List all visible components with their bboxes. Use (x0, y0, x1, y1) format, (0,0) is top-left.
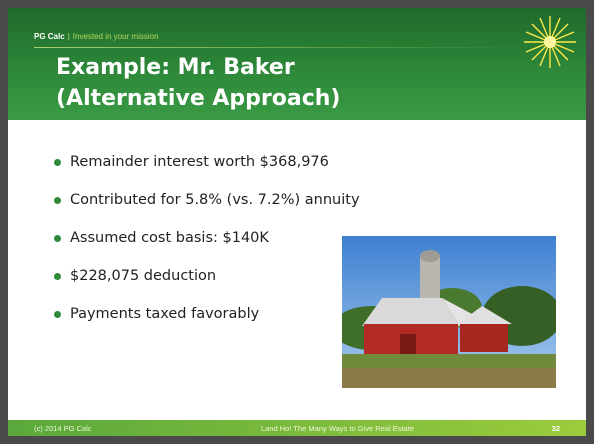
bullet: Assumed cost basis: $140K (54, 222, 360, 260)
title-line: Example: Mr. Baker (56, 55, 295, 80)
footer-center: Land Ho! The Many Ways to Give Real Esta… (261, 424, 414, 433)
page-number: 32 (551, 424, 560, 433)
footer-left: (c) 2014 PG Calc (34, 424, 92, 433)
bullet: Contributed for 5.8% (vs. 7.2%) annuity (54, 184, 360, 222)
starburst (524, 16, 576, 68)
bullet-list: Remainder interest worth $368,976 Contri… (54, 146, 360, 336)
bullet: Payments taxed favorably (54, 298, 360, 336)
header: PG Calc | Invested in your mission Example… (8, 8, 586, 120)
bullet: $228,075 deduction (54, 260, 360, 298)
barn-photo (342, 236, 556, 388)
footer: (c) 2014 PG Calc Land Ho! The Many Ways … (8, 420, 586, 436)
separator: | (67, 32, 70, 41)
tagline: Invested in your mission (72, 32, 159, 41)
title-line: (Alternative Approach) (56, 86, 341, 111)
slide: PG Calc | Invested in your mission Example… (8, 8, 586, 436)
brand: PG Calc | Invested in your mission (34, 32, 159, 41)
header-rule (34, 47, 524, 48)
bullet: Remainder interest worth $368,976 (54, 146, 360, 184)
brand-name: PG Calc (34, 32, 65, 41)
title: Example: Mr. Baker (Alternative Approach… (56, 52, 341, 114)
